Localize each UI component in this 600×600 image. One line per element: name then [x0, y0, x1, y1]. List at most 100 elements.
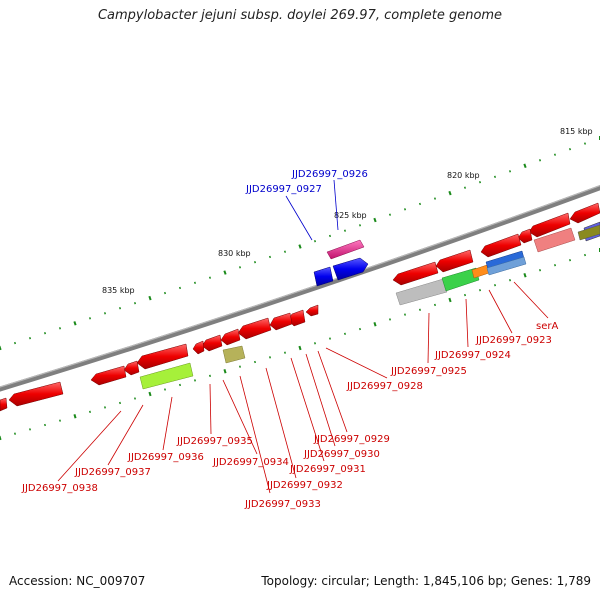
gene-reverse-0928[interactable] [305, 304, 319, 317]
gene-forward-0927b[interactable] [332, 257, 369, 281]
feature-serA-pink[interactable] [533, 227, 576, 253]
genome-stats-text: Topology: circular; Length: 1,845,106 bp… [261, 574, 591, 588]
scale-dot [403, 313, 407, 316]
map-title: Campylobacter jejuni subsp. doylei 269.9… [97, 8, 503, 23]
label-gene-0932[interactable]: JJD26997_0932 [266, 480, 343, 491]
tick-label-815: 815 kbp [560, 127, 593, 136]
gene-forward-0926[interactable] [326, 239, 365, 260]
gene-reverse-0937[interactable] [90, 365, 127, 386]
feature-0923-lightblue[interactable] [486, 256, 527, 276]
inner-scale-dots [0, 248, 600, 441]
scale-dot [358, 327, 362, 331]
scale-dot [148, 295, 152, 301]
gene-reverse-0923a[interactable] [569, 202, 600, 224]
scale-dot [88, 317, 92, 320]
scale-dot [523, 163, 527, 169]
scale-dot [268, 255, 272, 259]
feature-track [139, 224, 600, 390]
scale-dot [14, 432, 16, 435]
gene-forward-0927[interactable] [313, 266, 334, 287]
scale-dot [193, 379, 197, 382]
scale-dot [133, 397, 137, 400]
scale-dot [583, 142, 587, 145]
feature-0936-lightgreen[interactable] [139, 362, 194, 390]
scale-dot [29, 428, 31, 431]
scale-dot [508, 279, 512, 282]
label-gene-0923[interactable]: JJD26997_0923 [475, 335, 552, 346]
label-gene-0935[interactable]: JJD26997_0935 [176, 436, 253, 447]
genome-backbone [0, 185, 600, 392]
scale-dot [373, 322, 377, 327]
gene-reverse-0936[interactable] [136, 343, 189, 370]
scale-dot [0, 435, 2, 441]
label-gene-0928[interactable]: JJD26997_0928 [346, 381, 423, 392]
scale-dot [283, 250, 287, 253]
scale-dot [133, 302, 137, 305]
reverse-leader-lines [57, 281, 549, 494]
label-gene-0938[interactable]: JJD26997_0938 [21, 483, 98, 494]
scale-dot [508, 170, 512, 173]
gene-reverse-0936b[interactable] [123, 360, 140, 376]
scale-dot [463, 186, 467, 189]
scale-dot [343, 229, 347, 232]
label-gene-0925[interactable]: JJD26997_0925 [390, 366, 467, 377]
scale-dot [493, 284, 497, 287]
label-gene-0930[interactable]: JJD26997_0930 [303, 449, 380, 460]
label-gene-serA[interactable]: serA [536, 321, 558, 332]
gene-reverse-edge[interactable] [0, 397, 8, 412]
label-gene-0924[interactable]: JJD26997_0924 [434, 350, 511, 361]
scale-dot [478, 288, 482, 292]
label-gene-0929[interactable]: JJD26997_0929 [313, 434, 390, 445]
label-gene-0937[interactable]: JJD26997_0937 [74, 467, 151, 478]
scale-dot [118, 401, 122, 405]
gene-reverse-0933[interactable] [201, 334, 223, 352]
scale-dot [433, 197, 437, 200]
scale-dot [448, 190, 452, 196]
gene-reverse-0930[interactable] [269, 312, 293, 331]
feature-right-olive[interactable] [577, 224, 600, 241]
gene-reverse-0924[interactable] [480, 233, 522, 258]
forward-leader-lines [285, 179, 339, 241]
scale-dot [298, 345, 302, 351]
scale-dot [328, 234, 332, 238]
feature-0934-olive[interactable] [222, 345, 246, 364]
scale-dot [493, 175, 497, 178]
scale-dot [58, 327, 62, 330]
gene-reverse-0934[interactable] [192, 340, 205, 355]
tick-label-825: 825 kbp [334, 211, 367, 220]
scale-dot [178, 383, 182, 387]
tick-label-835: 835 kbp [102, 286, 135, 295]
scale-dot [178, 286, 182, 290]
feature-0924-green[interactable] [441, 267, 480, 292]
scale-dot [238, 365, 242, 368]
scale-dot [13, 341, 17, 345]
scale-dot [103, 406, 107, 409]
gene-reverse-0931[interactable] [237, 317, 272, 340]
forward-genes [313, 221, 600, 287]
scale-dot [58, 419, 62, 422]
scale-dot [448, 297, 452, 303]
scale-dot [253, 360, 257, 364]
scale-dot [223, 369, 227, 374]
scale-dot [253, 260, 257, 264]
tick-label-820: 820 kbp [447, 171, 480, 180]
scale-dot [568, 147, 572, 151]
gene-reverse-0925b[interactable] [392, 261, 439, 286]
label-gene-0934[interactable]: JJD26997_0934 [212, 457, 289, 468]
label-gene-0927[interactable]: JJD26997_0927 [245, 184, 322, 195]
scale-dot [538, 159, 542, 162]
scale-dot [163, 388, 167, 391]
feature-0925-grey[interactable] [395, 278, 448, 306]
label-gene-0936[interactable]: JJD26997_0936 [127, 452, 204, 463]
scale-dot [44, 423, 46, 427]
label-gene-0926[interactable]: JJD26997_0926 [291, 169, 368, 180]
label-gene-0931[interactable]: JJD26997_0931 [289, 464, 366, 475]
scale-dot [328, 337, 332, 340]
scale-dot [118, 307, 122, 310]
gene-reverse-0938[interactable] [8, 381, 64, 407]
gene-reverse-0925[interactable] [435, 249, 474, 273]
gene-reverse-0932[interactable] [220, 328, 241, 346]
outer-scale-dots [0, 136, 600, 351]
label-gene-0933[interactable]: JJD26997_0933 [244, 499, 321, 510]
